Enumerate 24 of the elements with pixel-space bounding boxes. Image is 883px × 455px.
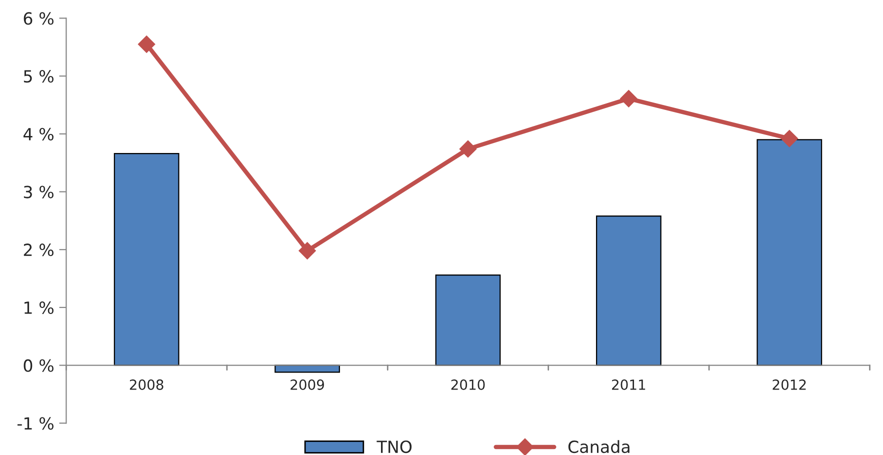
point	[780, 130, 798, 148]
y-tick-label: 4 %	[24, 128, 54, 140]
y-tick-label: 3 %	[24, 186, 54, 198]
y-tick-label: 6 %	[24, 12, 54, 25]
y-tick-label: 1 %	[24, 301, 54, 314]
point	[459, 140, 477, 158]
x-tick-label: 2010	[451, 379, 485, 390]
x-tick-label: 2011	[612, 379, 646, 390]
y-tick-label: 2 %	[24, 244, 54, 256]
y-tick-label: 5 %	[24, 70, 54, 83]
y-tick-label: 0 %	[24, 359, 54, 372]
bar	[756, 139, 822, 366]
x-tick-label: 2009	[290, 379, 324, 390]
x-tick-label: 2008	[130, 379, 164, 390]
point	[298, 242, 316, 260]
y-tick-label: -1 %	[17, 417, 54, 430]
point	[620, 90, 638, 108]
bar	[596, 215, 662, 366]
legend-label: Canada	[568, 440, 630, 454]
legend-label: TNO	[376, 440, 412, 454]
point	[138, 36, 156, 53]
bar	[114, 153, 180, 366]
bar	[435, 274, 501, 366]
x-tick-label: 2012	[772, 379, 806, 390]
